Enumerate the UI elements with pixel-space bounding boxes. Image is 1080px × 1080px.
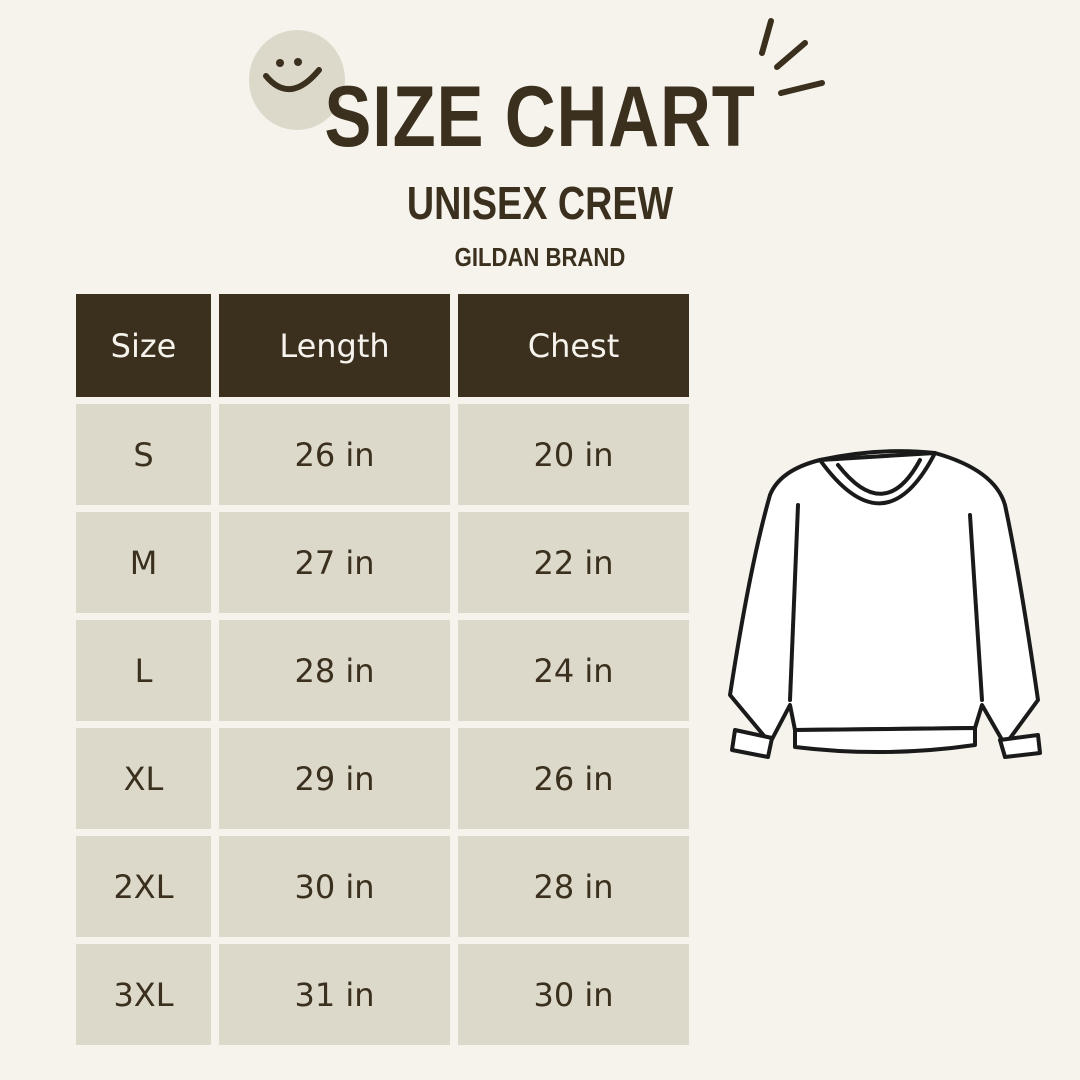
- sparkle-lines-icon: [759, 18, 825, 96]
- length-cell: 30 in: [219, 836, 450, 937]
- size-table: Size Length Chest S 26 in 20 in M 27 in …: [76, 294, 689, 1045]
- length-cell: 27 in: [219, 512, 450, 613]
- column-header-chest: Chest: [458, 294, 689, 397]
- length-cell: 28 in: [219, 620, 450, 721]
- size-cell: XL: [76, 728, 211, 829]
- length-cell: 26 in: [219, 404, 450, 505]
- chest-cell: 28 in: [458, 836, 689, 937]
- sweatshirt-illustration: [728, 449, 1042, 759]
- chest-cell: 24 in: [458, 620, 689, 721]
- chest-cell: 20 in: [458, 404, 689, 505]
- brand-label: GILDAN BRAND: [454, 242, 626, 272]
- chest-cell: 26 in: [458, 728, 689, 829]
- length-cell: 29 in: [219, 728, 450, 829]
- page-title: SIZE CHART: [324, 69, 756, 165]
- size-cell: 2XL: [76, 836, 211, 937]
- column-header-size: Size: [76, 294, 211, 397]
- page-subtitle: UNISEX CREW: [406, 177, 674, 229]
- size-cell: L: [76, 620, 211, 721]
- chest-cell: 22 in: [458, 512, 689, 613]
- size-cell: 3XL: [76, 944, 211, 1045]
- length-cell: 31 in: [219, 944, 450, 1045]
- smiley-background: [249, 30, 345, 130]
- smiley-icon: [263, 58, 322, 93]
- column-header-length: Length: [219, 294, 450, 397]
- size-cell: S: [76, 404, 211, 505]
- chest-cell: 30 in: [458, 944, 689, 1045]
- size-cell: M: [76, 512, 211, 613]
